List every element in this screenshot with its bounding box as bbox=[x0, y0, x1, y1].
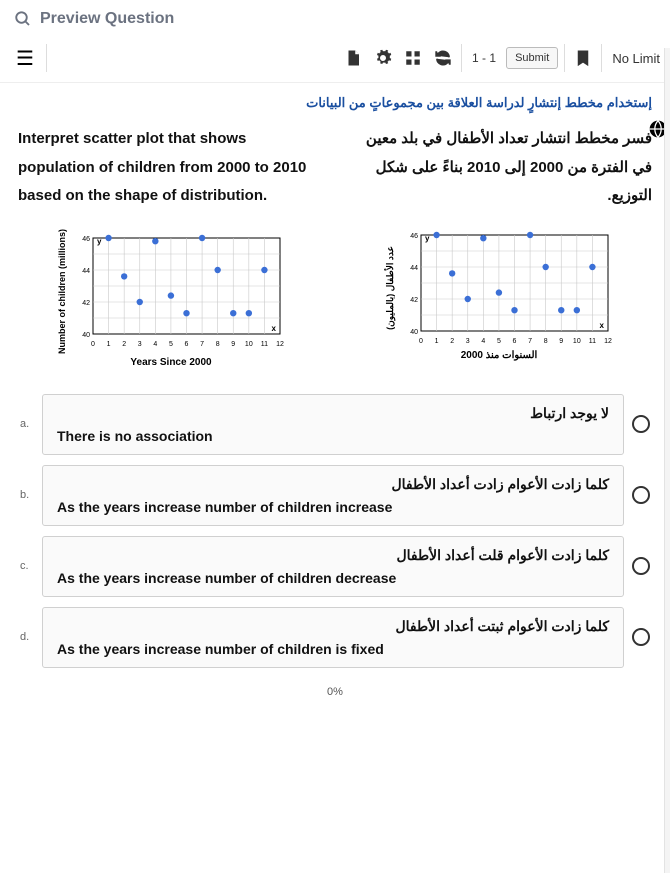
option-text-en: As the years increase number of children… bbox=[57, 499, 609, 515]
time-limit-label: No Limit bbox=[608, 51, 660, 66]
svg-text:7: 7 bbox=[528, 338, 532, 345]
question-ar: فسر مخطط انتشار تعداد الأطفال في بلد معي… bbox=[345, 125, 652, 211]
option-text-ar: كلما زادت الأعوام ثبتت أعداد الأطفال bbox=[57, 618, 609, 635]
content-area: إستخدام مخطط إنتشارٍ لدراسة العلاقة بين … bbox=[0, 83, 670, 698]
svg-text:2: 2 bbox=[122, 341, 126, 348]
xlabel-en: Years Since 2000 bbox=[130, 357, 211, 368]
option-row: a. لا يوجد ارتباط There is no association bbox=[20, 394, 650, 455]
svg-text:10: 10 bbox=[244, 341, 252, 348]
svg-text:42: 42 bbox=[82, 300, 90, 307]
svg-text:5: 5 bbox=[168, 341, 172, 348]
svg-text:x: x bbox=[271, 324, 276, 333]
option-row: d. كلما زادت الأعوام ثبتت أعداد الأطفال As… bbox=[20, 607, 650, 668]
option-letter: d. bbox=[20, 631, 34, 643]
chart-en: Number of children (millions) 0123456789… bbox=[22, 229, 320, 368]
toolbar: ☰ 1 - 1 Submit No Limit bbox=[0, 38, 670, 83]
page-title: Preview Question bbox=[40, 10, 174, 28]
option-radio[interactable] bbox=[632, 628, 650, 646]
gear-icon[interactable] bbox=[371, 47, 395, 69]
question-counter: 1 - 1 bbox=[468, 51, 500, 65]
option-letter: c. bbox=[20, 560, 34, 572]
refresh-icon[interactable] bbox=[431, 47, 455, 69]
option-text-ar: كلما زادت الأعوام قلت أعداد الأطفال bbox=[57, 547, 609, 564]
svg-text:x: x bbox=[599, 321, 604, 330]
svg-text:10: 10 bbox=[572, 338, 580, 345]
menu-icon[interactable]: ☰ bbox=[10, 46, 40, 71]
svg-text:40: 40 bbox=[82, 332, 90, 339]
svg-text:12: 12 bbox=[276, 341, 284, 348]
svg-text:46: 46 bbox=[410, 233, 418, 240]
svg-text:3: 3 bbox=[137, 341, 141, 348]
option-text-en: As the years increase number of children… bbox=[57, 641, 609, 657]
svg-text:0: 0 bbox=[91, 341, 95, 348]
submit-button[interactable]: Submit bbox=[506, 47, 558, 69]
right-scrollstrip bbox=[664, 48, 670, 873]
ylabel-en: Number of children (millions) bbox=[57, 229, 67, 354]
option-radio[interactable] bbox=[632, 486, 650, 504]
svg-text:6: 6 bbox=[184, 341, 188, 348]
option-box[interactable]: كلما زادت الأعوام قلت أعداد الأطفال As th… bbox=[42, 536, 624, 597]
option-text-en: As the years increase number of children… bbox=[57, 570, 609, 586]
option-letter: b. bbox=[20, 489, 34, 501]
option-row: c. كلما زادت الأعوام قلت أعداد الأطفال As … bbox=[20, 536, 650, 597]
svg-text:1: 1 bbox=[434, 338, 438, 345]
svg-text:9: 9 bbox=[559, 338, 563, 345]
svg-text:8: 8 bbox=[543, 338, 547, 345]
svg-text:42: 42 bbox=[410, 297, 418, 304]
svg-text:2: 2 bbox=[450, 338, 454, 345]
divider bbox=[601, 44, 602, 72]
svg-text:y: y bbox=[425, 234, 430, 243]
svg-text:7: 7 bbox=[200, 341, 204, 348]
svg-text:0: 0 bbox=[419, 338, 423, 345]
option-box[interactable]: لا يوجد ارتباط There is no association bbox=[42, 394, 624, 455]
svg-text:12: 12 bbox=[604, 338, 612, 345]
option-box[interactable]: كلما زادت الأعوام زادت أعداد الأطفال As t… bbox=[42, 465, 624, 526]
option-radio[interactable] bbox=[632, 557, 650, 575]
charts-row: Number of children (millions) 0123456789… bbox=[18, 229, 652, 368]
grid-icon[interactable] bbox=[401, 47, 425, 69]
svg-text:y: y bbox=[97, 237, 102, 246]
svg-text:4: 4 bbox=[153, 341, 157, 348]
option-letter: a. bbox=[20, 418, 34, 430]
progress-text: 0% bbox=[18, 686, 652, 698]
question-text: Interpret scatter plot that shows popula… bbox=[18, 125, 652, 211]
page-header: Preview Question bbox=[0, 0, 670, 38]
option-text-ar: كلما زادت الأعوام زادت أعداد الأطفال bbox=[57, 476, 609, 493]
topic-title: إستخدام مخطط إنتشارٍ لدراسة العلاقة بين … bbox=[18, 95, 652, 111]
svg-text:6: 6 bbox=[512, 338, 516, 345]
svg-text:9: 9 bbox=[231, 341, 235, 348]
search-icon bbox=[14, 10, 32, 28]
scatter-plot-ar: 012345678910111240424446yx bbox=[399, 229, 614, 347]
option-row: b. كلما زادت الأعوام زادت أعداد الأطفال As… bbox=[20, 465, 650, 526]
bookmark-icon[interactable] bbox=[571, 47, 595, 69]
option-radio[interactable] bbox=[632, 415, 650, 433]
svg-text:46: 46 bbox=[82, 236, 90, 243]
xlabel-ar: السنوات منذ 2000 bbox=[461, 350, 538, 361]
svg-text:3: 3 bbox=[465, 338, 469, 345]
divider bbox=[46, 44, 47, 72]
svg-text:40: 40 bbox=[410, 329, 418, 336]
divider bbox=[461, 44, 462, 72]
divider bbox=[564, 44, 565, 72]
chart-ar: عدد الأطفال (بالمليون) 01234567891011124… bbox=[350, 229, 648, 368]
svg-text:11: 11 bbox=[260, 341, 267, 348]
question-en: Interpret scatter plot that shows popula… bbox=[18, 125, 325, 211]
document-icon[interactable] bbox=[341, 47, 365, 69]
option-box[interactable]: كلما زادت الأعوام ثبتت أعداد الأطفال As t… bbox=[42, 607, 624, 668]
svg-text:5: 5 bbox=[496, 338, 500, 345]
svg-text:8: 8 bbox=[215, 341, 219, 348]
svg-text:4: 4 bbox=[481, 338, 485, 345]
ylabel-ar: عدد الأطفال (بالمليون) bbox=[385, 246, 395, 330]
svg-text:44: 44 bbox=[82, 268, 90, 275]
scatter-plot-en: 012345678910111240424446yx bbox=[71, 232, 286, 350]
option-text-en: There is no association bbox=[57, 428, 609, 444]
option-text-ar: لا يوجد ارتباط bbox=[57, 405, 609, 422]
svg-text:1: 1 bbox=[106, 341, 110, 348]
svg-text:11: 11 bbox=[588, 338, 595, 345]
options-list: a. لا يوجد ارتباط There is no association b… bbox=[18, 394, 652, 668]
svg-text:44: 44 bbox=[410, 265, 418, 272]
